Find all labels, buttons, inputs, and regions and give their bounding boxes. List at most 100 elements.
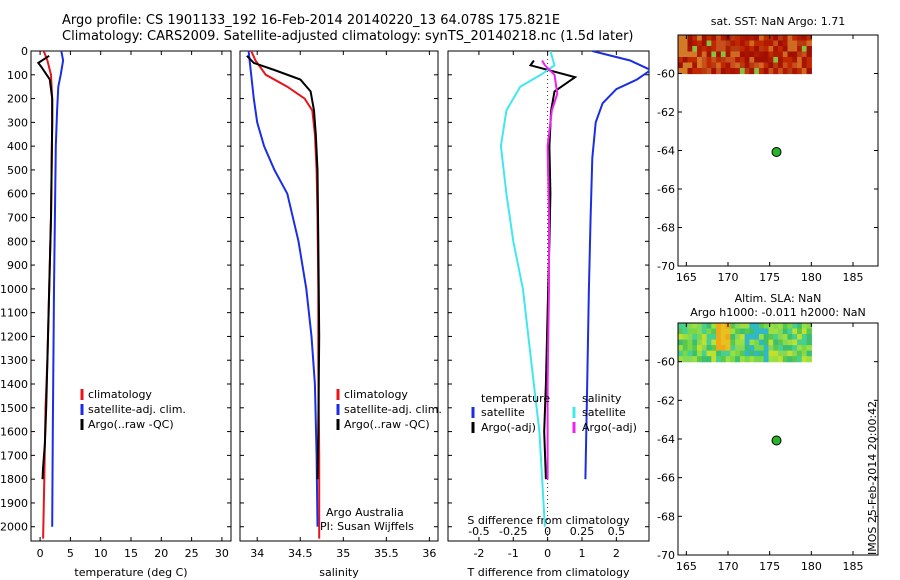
y-tick-label: 1000 bbox=[0, 283, 28, 296]
x-tick-label: -1 bbox=[508, 547, 519, 560]
x-tick-label: 20 bbox=[154, 547, 168, 560]
y-tick-label: -70 bbox=[657, 549, 675, 562]
map-field bbox=[678, 35, 812, 75]
map-title: sat. SST: NaN Argo: 1.71 bbox=[711, 15, 845, 28]
y-tick-label: 500 bbox=[7, 164, 28, 177]
legend-label: satellite bbox=[481, 406, 525, 419]
series-line-satellite-adj-clim- bbox=[51, 51, 65, 527]
series-line-argo-raw-qc- bbox=[246, 55, 321, 480]
x-tick-label: 34 bbox=[250, 547, 264, 560]
x-tick-label: 165 bbox=[676, 560, 697, 573]
argo-position-marker bbox=[771, 147, 782, 158]
y-tick-label: 1100 bbox=[0, 307, 28, 320]
series-line-satellite bbox=[584, 51, 649, 480]
y-tick-label: 1400 bbox=[0, 378, 28, 391]
x-axis-label: T difference from climatology bbox=[467, 566, 630, 579]
figure-title-line1: Argo profile: CS 1901133_192 16-Feb-2014… bbox=[62, 13, 561, 28]
x-tick-label: 0 bbox=[544, 547, 551, 560]
top-x-tick-label: 0.25 bbox=[570, 525, 595, 538]
series-line-argo-adj- bbox=[528, 59, 578, 480]
plot-frame bbox=[447, 50, 650, 542]
temperature-profile: 0100200300400500600700800900100011001200… bbox=[0, 45, 232, 579]
x-tick-label: 180 bbox=[801, 271, 822, 284]
x-tick-label: 10 bbox=[94, 547, 108, 560]
argo-position-marker bbox=[771, 435, 782, 446]
x-tick-label: 170 bbox=[718, 271, 739, 284]
map-title: Altim. SLA: NaN bbox=[735, 292, 822, 305]
x-tick-label: 180 bbox=[801, 560, 822, 573]
top-x-axis-label: S difference from climatology bbox=[467, 514, 630, 527]
series-line-satellite-adj-clim- bbox=[247, 51, 319, 527]
y-tick-label: -60 bbox=[657, 356, 675, 369]
x-tick-label: 175 bbox=[759, 560, 780, 573]
plot-frame bbox=[30, 50, 232, 542]
y-tick-label: 600 bbox=[7, 188, 28, 201]
y-tick-label: 2000 bbox=[0, 521, 28, 534]
top-x-tick-label: -0.5 bbox=[468, 525, 489, 538]
legend-label: satellite-adj. clim. bbox=[344, 403, 442, 416]
series-line-argo-adj- bbox=[541, 59, 559, 480]
y-tick-label: -66 bbox=[657, 472, 675, 485]
x-axis-label: salinity bbox=[319, 566, 359, 579]
x-tick-label: 165 bbox=[676, 271, 697, 284]
y-tick-label: 100 bbox=[7, 69, 28, 82]
y-tick-label: -64 bbox=[657, 145, 675, 158]
y-tick-label: 1500 bbox=[0, 402, 28, 415]
annotation-argo-australia: Argo Australia bbox=[326, 506, 404, 519]
y-tick-label: 1600 bbox=[0, 426, 28, 439]
legend-label: satellite bbox=[582, 406, 626, 419]
x-axis-label: temperature (deg C) bbox=[74, 566, 187, 579]
x-tick-label: 185 bbox=[843, 271, 864, 284]
x-tick-label: 30 bbox=[215, 547, 229, 560]
x-tick-label: 170 bbox=[718, 560, 739, 573]
x-tick-label: 15 bbox=[124, 547, 138, 560]
y-tick-label: 1300 bbox=[0, 354, 28, 367]
salinity-profile: 34 34.5 35 35.5 36 salinity climatology satelli… bbox=[239, 50, 442, 579]
figure-title-line2: Climatology: CARS2009. Satellite-adjuste… bbox=[62, 29, 634, 44]
imos-timestamp: IMOS 25-Feb-2014 20:00:42 bbox=[866, 400, 879, 555]
x-tick-label: 36 bbox=[422, 547, 436, 560]
legend-label: satellite-adj. clim. bbox=[88, 403, 186, 416]
x-tick-label: 25 bbox=[185, 547, 199, 560]
legend-header-temperature: temperature bbox=[481, 392, 550, 405]
y-tick-label: 800 bbox=[7, 235, 28, 248]
legend-header-salinity: salinity bbox=[582, 392, 622, 405]
y-tick-label: -60 bbox=[657, 68, 675, 81]
y-tick-label: 200 bbox=[7, 93, 28, 106]
y-tick-label: -68 bbox=[657, 222, 675, 235]
y-tick-label: 0 bbox=[21, 45, 28, 58]
y-tick-label: 1700 bbox=[0, 449, 28, 462]
map-subtitle: Argo h1000: -0.011 h2000: NaN bbox=[690, 306, 866, 319]
x-tick-label: -2 bbox=[473, 547, 484, 560]
sst-map: sat. SST: NaN Argo: 1.71 165 170 175 180 185 -… bbox=[657, 15, 879, 284]
legend-label: Argo(-adj) bbox=[582, 421, 637, 434]
top-x-tick-label: 0.5 bbox=[608, 525, 626, 538]
y-tick-label: -68 bbox=[657, 510, 675, 523]
annotation-pi: PI: Susan Wijffels bbox=[320, 520, 414, 533]
x-tick-label: 175 bbox=[759, 271, 780, 284]
series-line-argo-raw-qc- bbox=[36, 54, 54, 480]
y-tick-label: 700 bbox=[7, 212, 28, 225]
legend-label: Argo(..raw -QC) bbox=[88, 418, 174, 431]
series-line-climatology bbox=[250, 51, 321, 539]
x-tick-label: 35 bbox=[336, 547, 350, 560]
y-tick-label: -64 bbox=[657, 433, 675, 446]
top-x-tick-label: -0.25 bbox=[499, 525, 527, 538]
series-line-satellite bbox=[499, 51, 556, 527]
y-tick-label: 1200 bbox=[0, 330, 28, 343]
legend-label: Argo(-adj) bbox=[481, 421, 536, 434]
y-tick-label: 400 bbox=[7, 140, 28, 153]
y-tick-label: 1800 bbox=[0, 473, 28, 486]
y-tick-label: -62 bbox=[657, 394, 675, 407]
x-tick-label: 1 bbox=[579, 547, 586, 560]
legend-label: climatology bbox=[344, 388, 408, 401]
x-tick-label: 2 bbox=[613, 547, 620, 560]
top-x-tick-label: 0 bbox=[544, 525, 551, 538]
legend-label: Argo(..raw -QC) bbox=[344, 418, 430, 431]
y-tick-label: -66 bbox=[657, 183, 675, 196]
x-tick-label: 185 bbox=[843, 560, 864, 573]
y-tick-label: -62 bbox=[657, 106, 675, 119]
